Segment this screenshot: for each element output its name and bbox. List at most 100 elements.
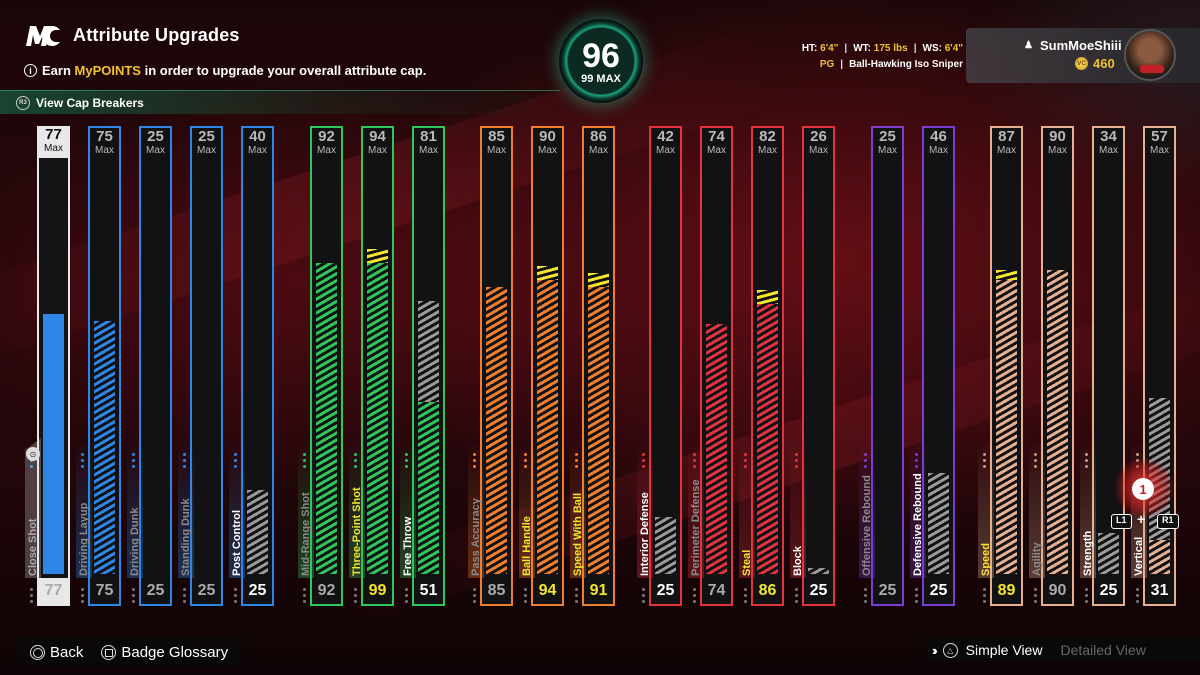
attribute-bar-speed-with-ball[interactable]: 86 Max 91 [582, 126, 615, 606]
view-cap-breakers-button[interactable]: R3 View Cap Breakers [0, 90, 560, 114]
attribute-track [808, 162, 829, 574]
plus-icon: + [1137, 511, 1146, 527]
attribute-dots [864, 453, 868, 471]
attribute-max-label: Max [997, 145, 1016, 156]
wingspan-value: 6'4" [944, 43, 963, 54]
detailed-view-option[interactable]: Detailed View [1060, 642, 1146, 658]
attribute-cap-value: 75 [96, 128, 113, 145]
attribute-name: Vertical [1133, 536, 1145, 576]
attribute-fill [94, 321, 115, 574]
attribute-fill [996, 280, 1017, 574]
attribute-cap-value: 57 [1151, 128, 1168, 145]
attribute-bar-interior-defense[interactable]: 42 Max 25 [649, 126, 682, 606]
attribute-fill [588, 287, 609, 574]
attribute-label-tab [910, 438, 926, 578]
attribute-cap: 74 Max [702, 128, 731, 158]
attribute-cap-value: 87 [998, 128, 1015, 145]
attribute-bar-steal[interactable]: 82 Max 86 [751, 126, 784, 606]
attribute-max-label: Max [487, 145, 506, 156]
attribute-value: 25 [146, 582, 165, 599]
attribute-max-label: Max [758, 145, 777, 156]
weight-value: 175 lbs [873, 43, 908, 54]
attribute-max-label: Max [419, 145, 438, 156]
attribute-bar-post-control[interactable]: 40 Max 25 [241, 126, 274, 606]
attribute-dots [183, 453, 187, 471]
attribute-dots [524, 588, 528, 606]
attribute-dots [575, 588, 579, 606]
attribute-max-label: Max [1150, 145, 1169, 156]
attribute-dots [81, 453, 85, 471]
attribute-dots [693, 588, 697, 606]
l1-button[interactable]: L1 [1111, 514, 1132, 529]
attribute-label-tab [178, 438, 194, 578]
attribute-dots [234, 453, 238, 471]
attribute-max-label: Max [929, 145, 948, 156]
attribute-track [486, 162, 507, 574]
attribute-label-tab [570, 438, 586, 578]
attribute-label-tab [859, 438, 875, 578]
attribute-cap-value: 74 [708, 128, 725, 145]
attribute-cap: 85 Max [482, 129, 511, 158]
attribute-bar-three-point-shot[interactable]: 94 Max 99 [361, 126, 394, 606]
attribute-track [655, 162, 676, 574]
attribute-label-tab [298, 438, 314, 578]
attribute-bar-mid-range-shot[interactable]: 92 Max 92 [310, 126, 343, 606]
attribute-fill [367, 263, 388, 574]
attribute-bar-close-shot[interactable]: 77 Max 77 [37, 126, 70, 606]
attribute-upgrade-segment [996, 270, 1017, 280]
attribute-cap-value: 34 [1100, 128, 1117, 145]
attribute-track [588, 162, 609, 574]
attribute-bar-block[interactable]: 26 Max 25 [802, 126, 835, 606]
attribute-bar-vertical[interactable]: 57 Max 31 [1143, 126, 1176, 606]
attribute-dots [1034, 453, 1038, 471]
attribute-track [247, 162, 268, 574]
attribute-upgrade-segment [537, 266, 558, 280]
attribute-bar-driving-layup[interactable]: 75 Max 75 [88, 126, 121, 606]
attribute-fill [537, 280, 558, 574]
attribute-value: 25 [197, 582, 216, 599]
overall-rating-badge: 96 99 MAX [559, 19, 643, 103]
attribute-label-tab [229, 438, 245, 578]
attribute-bar-perimeter-defense[interactable]: 74 Max 74 [700, 126, 733, 606]
attribute-max-label: Max [197, 145, 216, 156]
attribute-bar-speed[interactable]: 87 Max 89 [990, 126, 1023, 606]
attribute-value: 25 [248, 582, 267, 599]
attribute-track [94, 162, 115, 574]
back-button[interactable]: Back [30, 644, 83, 661]
attribute-bar-pass-accuracy[interactable]: 85 Max 85 [480, 126, 513, 606]
attribute-max-label: Max [809, 145, 828, 156]
attribute-dots [575, 453, 579, 471]
attribute-track [316, 162, 337, 574]
attribute-locked-segment [655, 517, 676, 574]
attribute-upgrade-segment [367, 249, 388, 263]
attribute-cap: 81 Max [414, 129, 443, 158]
attribute-cap: 46 Max [924, 129, 953, 158]
lock-icon: ⊙ [26, 447, 40, 461]
attribute-bar-standing-dunk[interactable]: 25 Max 25 [190, 126, 223, 606]
attribute-track [996, 162, 1017, 574]
attribute-bar-ball-handle[interactable]: 90 Max 94 [531, 126, 564, 606]
attribute-max-label: Max [95, 145, 114, 156]
simple-view-option[interactable]: Simple View [965, 642, 1043, 658]
r1-button[interactable]: R1 [1157, 514, 1179, 529]
attribute-dots [693, 453, 697, 471]
attribute-bar-driving-dunk[interactable]: 25 Max 25 [139, 126, 172, 606]
attribute-fill [757, 304, 778, 574]
attribute-bar-defensive-rebound[interactable]: 46 Max 25 [922, 126, 955, 606]
attribute-bar-agility[interactable]: 90 Max 90 [1041, 126, 1074, 606]
attribute-bar-free-throw[interactable]: 81 Max 51 [412, 126, 445, 606]
attribute-max-label: Max [317, 145, 336, 156]
attribute-max-label: Max [656, 145, 675, 156]
attribute-track [1098, 162, 1119, 574]
attribute-value: 31 [1150, 582, 1169, 599]
attribute-cap: 90 Max [1043, 129, 1072, 158]
attribute-dots [915, 453, 919, 471]
attribute-bar-offensive-rebound[interactable]: 25 Max 25 [871, 126, 904, 606]
attribute-dots [405, 453, 409, 471]
attribute-value: 90 [1048, 582, 1067, 599]
attribute-track [757, 162, 778, 574]
height-value: 6'4" [820, 43, 839, 54]
attribute-value: 77 [39, 578, 68, 604]
attribute-label-tab [688, 438, 704, 578]
badge-glossary-button[interactable]: Badge Glossary [101, 644, 228, 661]
